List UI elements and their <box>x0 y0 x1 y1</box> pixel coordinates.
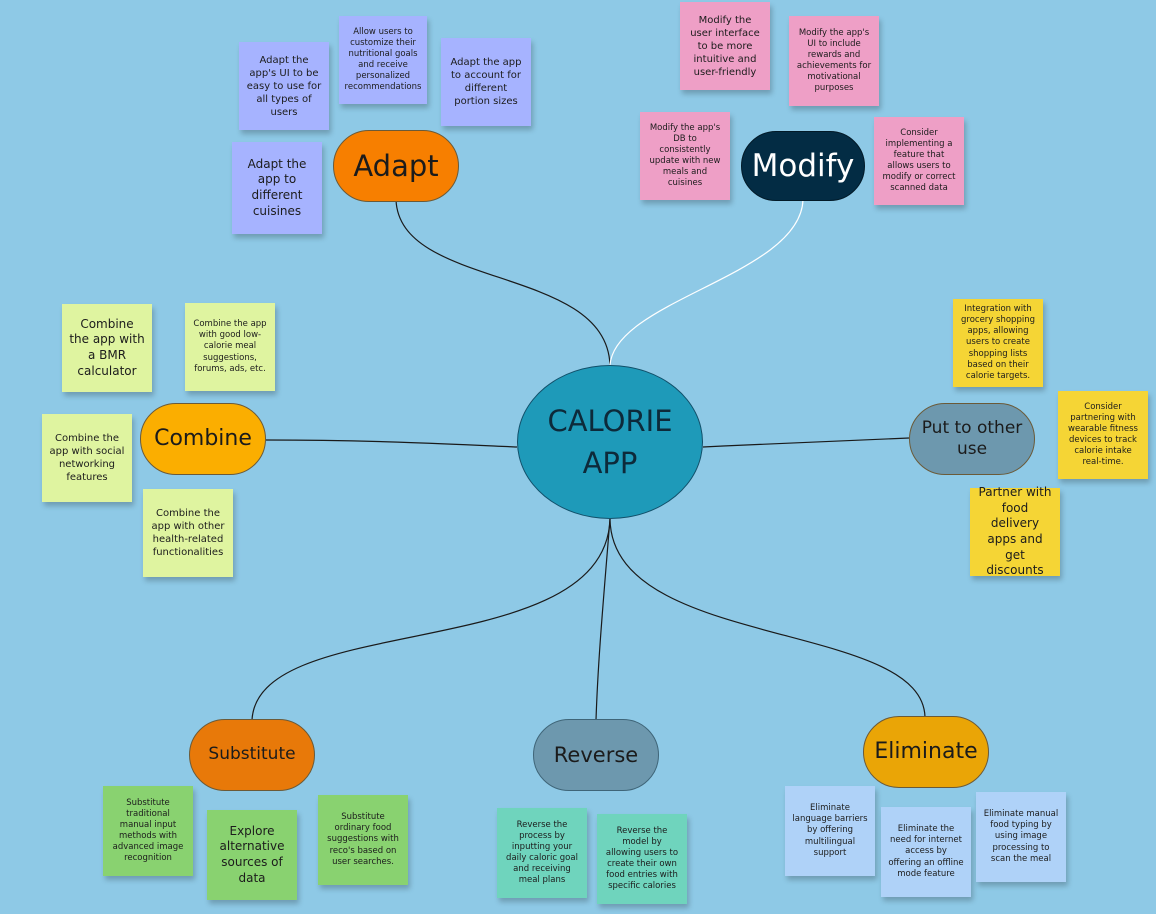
connector-adapt <box>395 199 611 366</box>
sticky-note[interactable]: Integration with grocery shopping apps, … <box>953 299 1043 387</box>
connector-combine <box>265 439 518 448</box>
branch-put-to-other-use[interactable]: Put to other use <box>909 403 1035 475</box>
sticky-note[interactable]: Partner with food delivery apps and get … <box>970 485 1060 577</box>
central-topic-node[interactable]: CALORIE APP <box>517 365 703 519</box>
connector-put-to-other-use <box>702 437 910 448</box>
branch-reverse[interactable]: Reverse <box>533 719 659 791</box>
connector-modify <box>609 199 804 366</box>
sticky-note[interactable]: Consider partnering with wearable fitnes… <box>1058 391 1148 479</box>
connector-substitute <box>251 518 611 721</box>
branch-combine[interactable]: Combine <box>140 403 266 475</box>
sticky-note[interactable]: Adapt the app to account for different p… <box>441 38 531 126</box>
connector-reverse <box>595 518 611 721</box>
connector-eliminate <box>609 518 926 718</box>
branch-eliminate[interactable]: Eliminate <box>863 716 989 788</box>
sticky-note[interactable]: Eliminate language barriers by offering … <box>785 786 875 876</box>
branch-modify[interactable]: Modify <box>741 131 865 201</box>
sticky-note[interactable]: Eliminate the need for internet access b… <box>881 807 971 897</box>
branch-adapt[interactable]: Adapt <box>333 130 459 202</box>
sticky-note[interactable]: Adapt the app's UI to be easy to use for… <box>239 42 329 130</box>
branch-substitute[interactable]: Substitute <box>189 719 315 791</box>
sticky-note[interactable]: Modify the app's DB to consistently upda… <box>640 112 730 200</box>
sticky-note[interactable]: Reverse the model by allowing users to c… <box>597 814 687 904</box>
sticky-note[interactable]: Explore alternative sources of data <box>207 810 297 900</box>
sticky-note[interactable]: Allow users to customize their nutrition… <box>339 16 427 104</box>
sticky-note[interactable]: Adapt the app to different cuisines <box>232 142 322 234</box>
sticky-note[interactable]: Combine the app with good low-calorie me… <box>185 303 275 391</box>
sticky-note[interactable]: Reverse the process by inputting your da… <box>497 808 587 898</box>
sticky-note[interactable]: Modify the user interface to be more int… <box>680 2 770 90</box>
sticky-note[interactable]: Consider implementing a feature that all… <box>874 117 964 205</box>
sticky-note[interactable]: Combine the app with a BMR calculator <box>62 304 152 392</box>
sticky-note[interactable]: Modify the app's UI to include rewards a… <box>789 16 879 106</box>
sticky-note[interactable]: Eliminate manual food typing by using im… <box>976 792 1066 882</box>
sticky-note[interactable]: Combine the app with social networking f… <box>42 414 132 502</box>
sticky-note[interactable]: Substitute traditional manual input meth… <box>103 786 193 876</box>
sticky-note[interactable]: Substitute ordinary food suggestions wit… <box>318 795 408 885</box>
sticky-note[interactable]: Combine the app with other health-relate… <box>143 489 233 577</box>
